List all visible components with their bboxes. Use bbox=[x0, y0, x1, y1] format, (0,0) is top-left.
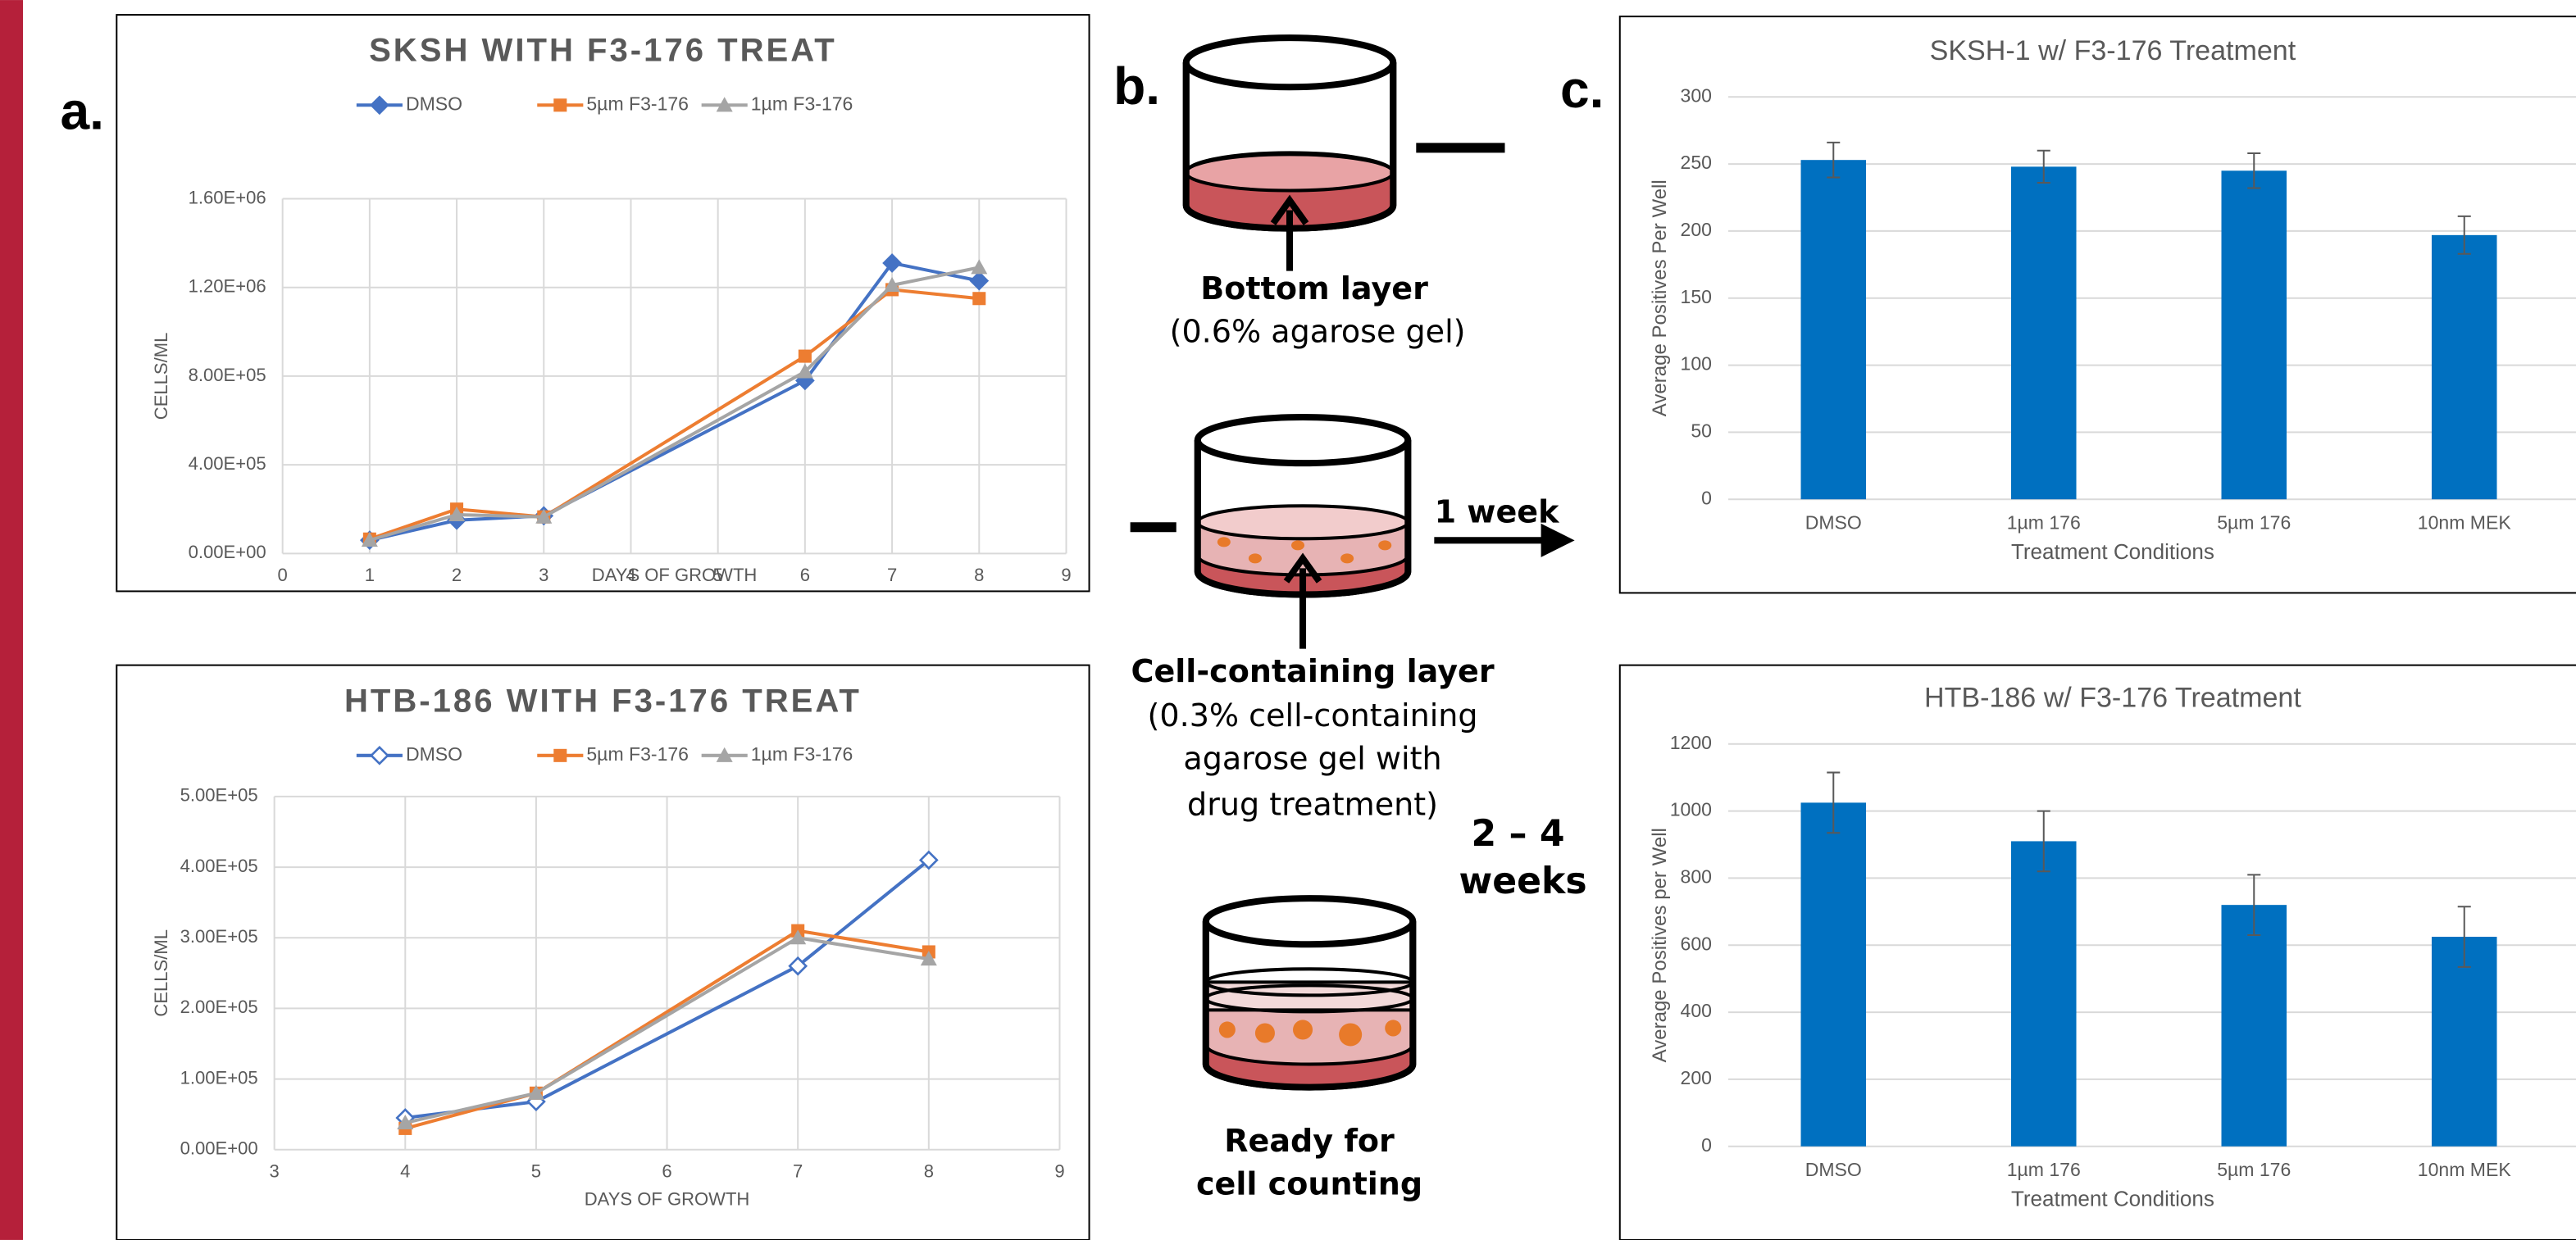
x-tick-label: 8 bbox=[974, 565, 984, 585]
bar bbox=[2432, 235, 2497, 499]
layer-title: Cell-containing layer bbox=[1131, 653, 1495, 689]
side-strip bbox=[0, 0, 23, 1240]
x-tick-label: 5 bbox=[531, 1161, 541, 1182]
chart-title: SKSH WITH F3-176 TREAT bbox=[369, 33, 837, 69]
x-tick-label: 9 bbox=[1054, 1161, 1064, 1182]
y-tick-label: 200 bbox=[1681, 1067, 1712, 1088]
x-tick-label: 3 bbox=[270, 1161, 280, 1182]
x-tick-label: 4 bbox=[400, 1161, 410, 1182]
bar bbox=[2011, 841, 2077, 1146]
legend-label: 1µm F3-176 bbox=[751, 743, 853, 765]
x-tick-label: 7 bbox=[887, 565, 897, 585]
x-tick-label: DMSO bbox=[1805, 1159, 1862, 1180]
step-label: 1 week bbox=[1435, 494, 1561, 530]
y-tick-label: 0.00E+00 bbox=[189, 542, 266, 562]
y-tick-label: 8.00E+05 bbox=[189, 365, 266, 385]
diagram bbox=[1131, 38, 1568, 1087]
final-label: Ready for bbox=[1224, 1123, 1395, 1159]
x-tick-label: DMSO bbox=[1805, 511, 1862, 533]
x-tick-label: 0 bbox=[278, 565, 288, 585]
y-axis-label: Average Positives Per Well bbox=[1649, 179, 1671, 416]
bar bbox=[2221, 905, 2287, 1147]
legend-label: 5µm F3-176 bbox=[586, 743, 689, 765]
bar bbox=[2432, 937, 2497, 1147]
legend-label: 5µm F3-176 bbox=[586, 93, 689, 114]
chart-title: SKSH-1 w/ F3-176 Treatment bbox=[1930, 35, 2296, 66]
x-tick-label: 2 bbox=[452, 565, 462, 585]
y-tick-label: 0 bbox=[1701, 1134, 1712, 1156]
x-axis-label: DAYS OF GROWTH bbox=[585, 1189, 750, 1210]
layer-title: Bottom layer bbox=[1200, 270, 1428, 307]
legend-marker bbox=[553, 98, 567, 111]
step-label: weeks bbox=[1459, 861, 1587, 902]
y-tick-label: 5.00E+05 bbox=[180, 785, 258, 806]
marker bbox=[799, 350, 812, 363]
legend-label: DMSO bbox=[406, 743, 462, 765]
y-tick-label: 1.00E+05 bbox=[180, 1067, 258, 1088]
chart-title: HTB-186 WITH F3-176 TREAT bbox=[344, 683, 862, 719]
step-label: 2 – 4 bbox=[1471, 813, 1564, 855]
y-tick-label: 150 bbox=[1681, 286, 1712, 307]
bar bbox=[1801, 802, 1867, 1146]
x-axis-label: Treatment Conditions bbox=[2011, 539, 2214, 564]
x-axis-label: Treatment Conditions bbox=[2011, 1187, 2214, 1211]
y-tick-label: 600 bbox=[1681, 933, 1712, 954]
y-tick-label: 400 bbox=[1681, 1000, 1712, 1021]
y-axis-label: CELLS/ML bbox=[151, 333, 171, 420]
x-tick-label: 1 bbox=[365, 565, 375, 585]
layer-detail: agarose gel with bbox=[1183, 740, 1441, 776]
y-axis-label: Average Positives per Well bbox=[1649, 828, 1671, 1062]
y-tick-label: 200 bbox=[1681, 219, 1712, 240]
y-tick-label: 800 bbox=[1681, 866, 1712, 888]
x-tick-label: 9 bbox=[1061, 565, 1071, 585]
x-tick-label: 5µm 176 bbox=[2217, 1159, 2291, 1180]
y-tick-label: 50 bbox=[1691, 420, 1712, 441]
y-tick-label: 4.00E+05 bbox=[180, 856, 258, 876]
x-tick-label: 6 bbox=[662, 1161, 671, 1182]
panel-label: b. bbox=[1113, 57, 1160, 116]
legend-label: DMSO bbox=[406, 93, 462, 114]
layer-detail: (0.3% cell-containing bbox=[1148, 697, 1478, 734]
y-tick-label: 100 bbox=[1681, 353, 1712, 375]
layer-detail: (0.6% agarose gel) bbox=[1170, 313, 1466, 349]
x-tick-label: 10nm MEK bbox=[2418, 1159, 2512, 1180]
chart-title: HTB-186 w/ F3-176 Treatment bbox=[1924, 683, 2301, 714]
x-tick-label: 7 bbox=[793, 1161, 803, 1182]
x-tick-label: 5µm 176 bbox=[2217, 511, 2291, 533]
x-axis-label: DAYS OF GROWTH bbox=[592, 565, 758, 585]
x-tick-label: 1µm 176 bbox=[2007, 1159, 2081, 1180]
page: a. b. c. Bottom layer (0.6% agarose gel) bbox=[0, 0, 2576, 1240]
panel-label: a. bbox=[60, 81, 103, 140]
final-label: cell counting bbox=[1196, 1165, 1422, 1201]
marker bbox=[972, 292, 985, 305]
x-tick-label: 3 bbox=[539, 565, 548, 585]
x-tick-label: 1µm 176 bbox=[2007, 511, 2081, 533]
x-tick-label: 6 bbox=[800, 565, 810, 585]
panel-label: c. bbox=[1560, 60, 1604, 119]
layer-detail: drug treatment) bbox=[1187, 786, 1438, 822]
bar bbox=[2011, 166, 2077, 499]
figure: a. b. c. Bottom layer (0.6% agarose gel) bbox=[0, 0, 2576, 1240]
y-tick-label: 2.00E+05 bbox=[180, 997, 258, 1017]
legend-marker bbox=[553, 749, 567, 762]
y-tick-label: 250 bbox=[1681, 152, 1712, 173]
y-tick-label: 1.20E+06 bbox=[189, 276, 266, 297]
y-axis-label: CELLS/ML bbox=[151, 929, 171, 1017]
y-tick-label: 4.00E+05 bbox=[189, 453, 266, 474]
y-tick-label: 1.60E+06 bbox=[189, 187, 266, 207]
x-tick-label: 10nm MEK bbox=[2418, 511, 2512, 533]
y-tick-label: 1000 bbox=[1670, 799, 1712, 820]
y-tick-label: 1200 bbox=[1670, 732, 1712, 753]
bar bbox=[1801, 160, 1867, 499]
bar bbox=[2221, 170, 2287, 499]
x-tick-label: 8 bbox=[924, 1161, 934, 1182]
legend-label: 1µm F3-176 bbox=[751, 93, 853, 114]
y-tick-label: 0 bbox=[1701, 487, 1712, 508]
y-tick-label: 0.00E+00 bbox=[180, 1138, 258, 1159]
y-tick-label: 300 bbox=[1681, 84, 1712, 106]
y-tick-label: 3.00E+05 bbox=[180, 926, 258, 947]
